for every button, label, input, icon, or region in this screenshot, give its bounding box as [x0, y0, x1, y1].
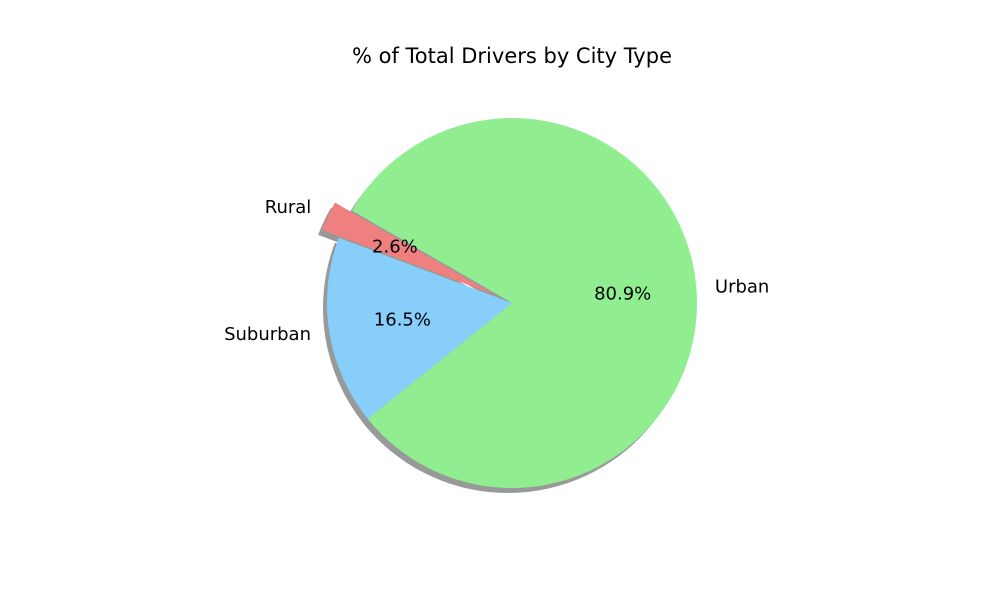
pie-label-suburban: Suburban: [224, 324, 311, 345]
pie-slice-suburban: [326, 237, 512, 419]
pie-label-urban: Urban: [715, 277, 769, 298]
pie-slice-layer: [322, 118, 698, 489]
pie-slice-rural: [322, 202, 496, 296]
pie-slice-urban: [351, 118, 698, 489]
pie-label-layer: Rural 2.6% Suburban 16.5% Urban 80.9%: [224, 197, 769, 345]
chart-title: % of Total Drivers by City Type: [352, 44, 672, 68]
pie-percent-suburban: 16.5%: [374, 310, 431, 331]
pie-percent-rural: 2.6%: [372, 237, 418, 258]
pie-percent-urban: 80.9%: [594, 284, 651, 305]
pie-label-rural: Rural: [265, 197, 312, 218]
